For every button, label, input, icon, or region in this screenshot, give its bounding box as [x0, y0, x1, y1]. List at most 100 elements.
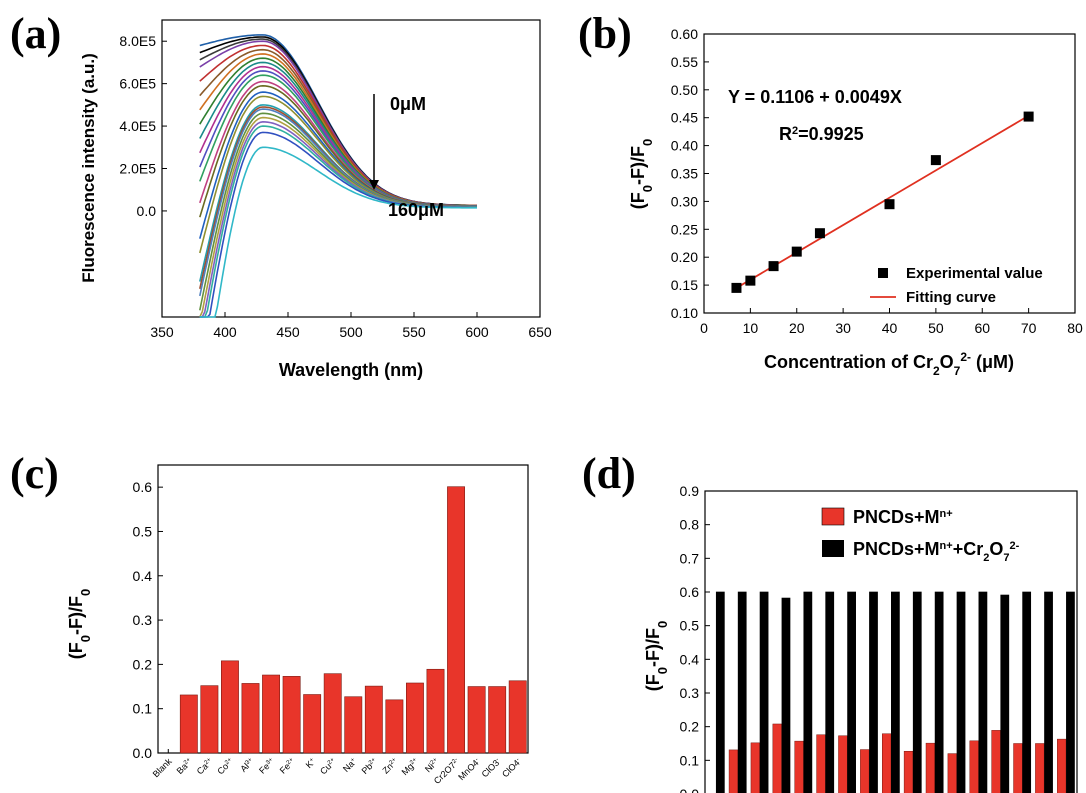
chart-d-bar-mn: [969, 740, 979, 793]
chart-b-ytick-label: 0.50: [671, 82, 698, 98]
panel-label-a: (a): [10, 9, 61, 58]
chart-d-bar-mn-cr: [912, 591, 922, 793]
chart-a-ytick-label: 6.0E5: [119, 76, 156, 92]
chart-b-xtick-label: 0: [700, 320, 708, 336]
chart-d: 0.0 0.1 0.2 0.3 0.4 0.5 0.6 0.7 0.8 0.9 PNCDs+Mn+…: [643, 483, 1078, 793]
chart-c-bar: [385, 699, 404, 754]
chart-a: 350 400 450 500 550 600 650 0.0 2.0E5 4.0E5 6.0E5 8…: [79, 19, 552, 380]
chart-d-bar-mn-cr: [1000, 594, 1010, 793]
chart-b: 0 10 20 30 40 50 60 70 80 0.10 0.15 0.20 0.25 0.30 0.3…: [628, 26, 1083, 378]
chart-c-bar: [323, 673, 342, 754]
chart-a-ytick-label: 8.0E5: [119, 33, 156, 49]
chart-b-xtick-label: 60: [974, 320, 990, 336]
chart-d-bar-mn-cr: [737, 591, 747, 793]
chart-c-category-label: Al3+: [238, 756, 256, 774]
chart-a-spectrum-curve: [199, 146, 477, 318]
chart-d-legend-marker-mn-cr: [822, 540, 844, 557]
chart-b-xtick-label: 10: [743, 320, 759, 336]
chart-a-arrow-head: [369, 180, 379, 190]
chart-d-bar-mn: [1013, 743, 1023, 793]
chart-c-category-label: Na+: [341, 756, 359, 774]
chart-c-category-label: ClO3-: [480, 756, 503, 779]
chart-d-bar-mn: [881, 733, 892, 793]
chart-c-bar: [488, 686, 507, 754]
chart-d-bar-mn-cr: [978, 591, 988, 793]
chart-c: 0.0 0.1 0.2 0.3 0.4 0.5 0.6 Blank Ba2+ Ca2+ Co2+ A…: [66, 464, 529, 786]
chart-d-bar-mn-cr: [825, 591, 835, 793]
chart-b-equation: Y = 0.1106 + 0.0049X: [728, 87, 902, 107]
chart-c-bar: [344, 696, 363, 754]
chart-a-xtick-label: 650: [528, 324, 552, 340]
chart-a-xtick-label: 600: [465, 324, 489, 340]
chart-b-data-point: [745, 275, 756, 286]
chart-c-bar: [241, 683, 260, 754]
chart-a-ytick-label: 0.0: [137, 203, 157, 219]
chart-b-plot: [731, 111, 1034, 293]
chart-b-ytick-label: 0.55: [671, 54, 698, 70]
chart-d-legend-bg: [817, 501, 1033, 573]
chart-b-xtick-label: 70: [1021, 320, 1037, 336]
chart-c-category-label: MnO4-: [456, 756, 482, 782]
chart-d-bar-mn: [860, 749, 870, 793]
chart-a-curves: [199, 34, 478, 318]
chart-d-ytick-label: 0.5: [680, 618, 700, 634]
chart-d-ytick-label: 0.0: [680, 786, 700, 793]
chart-d-ytick-label: 0.6: [680, 584, 700, 600]
chart-c-frame: [157, 464, 529, 754]
chart-b-data-point: [791, 246, 802, 257]
chart-c-category-label: Fe3+: [257, 756, 277, 776]
chart-d-bar-mn-cr: [781, 597, 791, 793]
chart-b-ytick-label: 0.30: [671, 193, 698, 209]
chart-a-xtick-label: 400: [213, 324, 237, 340]
chart-b-ytick-label: 0.35: [671, 166, 698, 182]
chart-c-bar: [282, 676, 301, 754]
chart-c-ytick-label: 0.5: [133, 523, 153, 539]
chart-b-fit-line: [736, 114, 1030, 289]
chart-a-ticks: 350 400 450 500 550 600 650 0.0 2.0E5 4.0E5 6.0E5 8…: [119, 33, 551, 340]
chart-b-legend-fit: Fitting curve: [906, 289, 996, 306]
chart-d-bar-mn: [1057, 738, 1067, 793]
chart-d-ytick-label: 0.1: [680, 752, 700, 768]
chart-c-bar: [303, 694, 322, 754]
chart-b-ytick-label: 0.60: [671, 26, 698, 42]
chart-c-category-label: Cu2+: [318, 756, 338, 776]
chart-c-bar: [508, 680, 527, 754]
chart-c-category-label: Zn2+: [380, 756, 400, 776]
chart-b-data-point: [768, 261, 779, 272]
chart-d-legend-marker-mn: [821, 507, 845, 526]
chart-c-category-label: ClO4-: [500, 756, 523, 779]
chart-b-xtick-label: 30: [835, 320, 851, 336]
chart-b-data-point: [884, 199, 895, 210]
chart-c-bar: [200, 685, 219, 754]
chart-d-ticks: 0.0 0.1 0.2 0.3 0.4 0.5 0.6 0.7 0.8 0.9: [680, 483, 710, 793]
panel-label-c: (c): [10, 449, 59, 498]
chart-b-xtick-label: 80: [1067, 320, 1083, 336]
chart-d-bar-mn: [991, 730, 1001, 793]
chart-c-category-label: Mg2+: [400, 756, 421, 777]
chart-c-bar: [426, 668, 445, 754]
chart-d-ytick-label: 0.7: [680, 550, 700, 566]
chart-b-xtick-label: 50: [928, 320, 944, 336]
chart-d-bar-mn: [947, 753, 957, 793]
chart-a-xtick-label: 450: [276, 324, 300, 340]
chart-c-ytick-label: 0.3: [133, 612, 153, 628]
chart-c-ytick-label: 0.4: [133, 568, 153, 584]
chart-d-bar-mn-cr: [891, 591, 900, 793]
chart-c-bar: [364, 685, 383, 754]
chart-c-bar: [221, 660, 239, 754]
chart-b-xtick-label: 40: [882, 320, 898, 336]
chart-b-ytick-label: 0.25: [671, 221, 698, 237]
chart-c-category-label: Ba2+: [175, 756, 195, 776]
chart-d-ytick-label: 0.3: [680, 685, 700, 701]
chart-c-category-label: Fe2+: [278, 756, 298, 776]
chart-a-xtick-label: 350: [150, 324, 174, 340]
chart-a-ytick-label: 2.0E5: [119, 161, 156, 177]
chart-c-category-label: K+: [304, 756, 318, 770]
chart-c-category-label: Pb2+: [360, 756, 380, 776]
chart-d-ytick-label: 0.4: [680, 651, 700, 667]
chart-b-legend-experimental: Experimental value: [906, 265, 1043, 282]
chart-d-legend-mn: PNCDs+Mn+: [853, 507, 953, 527]
chart-d-ytick-label: 0.9: [680, 483, 700, 499]
chart-c-bar: [447, 486, 465, 754]
